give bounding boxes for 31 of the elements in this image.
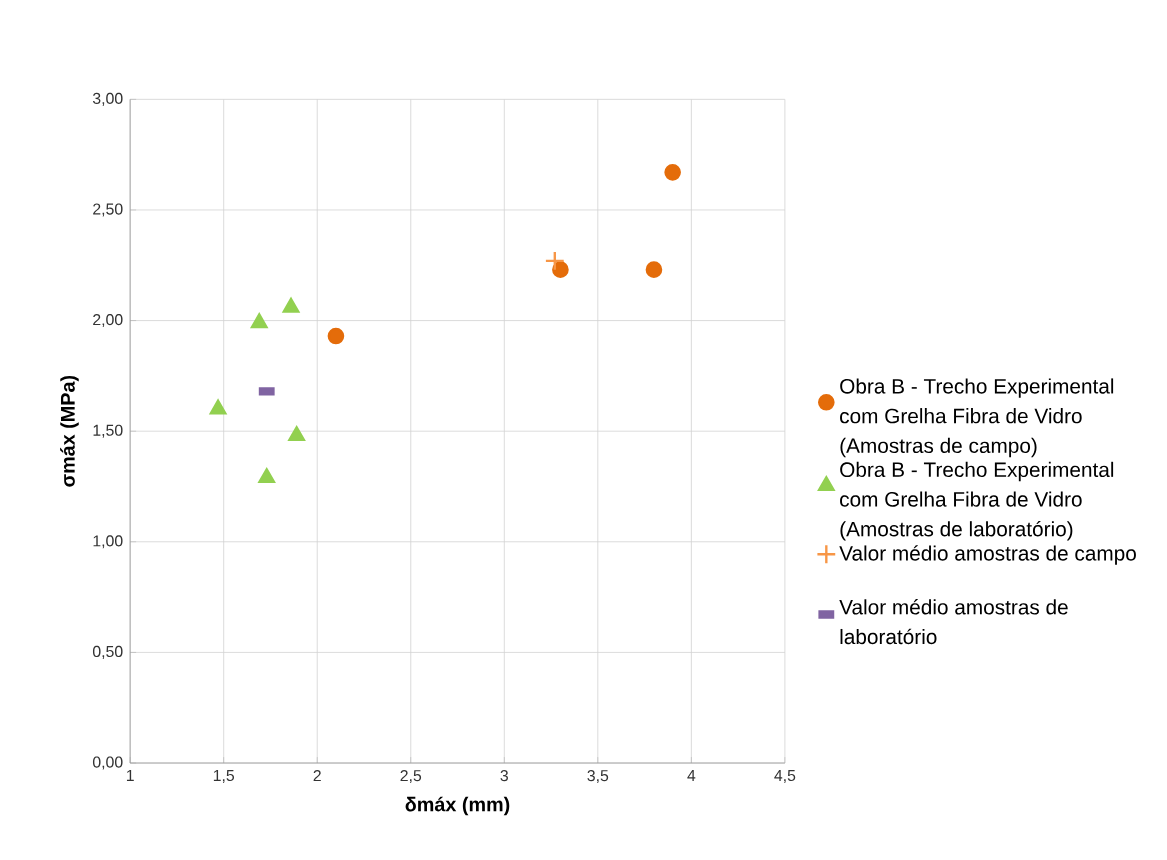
legend-label: Obra B - Trecho Experimental com Grelha Fibra de Vidro (Amostras de campo) bbox=[840, 378, 1114, 457]
x-tick-label: 1 bbox=[126, 769, 134, 781]
y-tick-label: 2,50 bbox=[93, 203, 123, 217]
point bbox=[552, 261, 569, 278]
point bbox=[282, 297, 300, 313]
x-tick-label: 1,5 bbox=[213, 769, 235, 783]
x-axis-title: δmáx (mm) bbox=[405, 796, 510, 816]
point bbox=[250, 313, 268, 328]
point bbox=[209, 399, 227, 415]
legend-label: Valor médio amostras de laboratório bbox=[839, 598, 1068, 645]
y-tick-label: 1,50 bbox=[93, 424, 123, 438]
x-tick-label: 3,5 bbox=[587, 769, 609, 783]
y-tick-label: 0,00 bbox=[92, 756, 123, 770]
point bbox=[258, 467, 276, 483]
point bbox=[327, 327, 345, 345]
x-tick-label: 2,5 bbox=[400, 769, 422, 783]
legend-label: Valor médio amostras de campo bbox=[839, 544, 1136, 565]
x-tick-label: 4 bbox=[687, 769, 696, 781]
y-tick-label: 2,00 bbox=[93, 313, 123, 327]
point bbox=[645, 261, 663, 278]
point bbox=[664, 163, 681, 181]
x-tick-label: 3 bbox=[500, 769, 508, 782]
x-tick-label: 2 bbox=[313, 769, 321, 781]
point bbox=[288, 425, 306, 441]
y-tick-label: 3,00 bbox=[92, 92, 123, 106]
y-tick-label: 0,50 bbox=[92, 645, 123, 659]
point bbox=[544, 250, 565, 271]
y-axis-title: σmáx (MPa) bbox=[60, 375, 79, 487]
x-tick-label: 4,5 bbox=[774, 769, 796, 783]
y-tick-label: 1,00 bbox=[93, 535, 123, 549]
legend-label: Obra B - Trecho Experimental com Grelha Fibra de Vidro (Amostras de laboratório) bbox=[840, 461, 1114, 541]
